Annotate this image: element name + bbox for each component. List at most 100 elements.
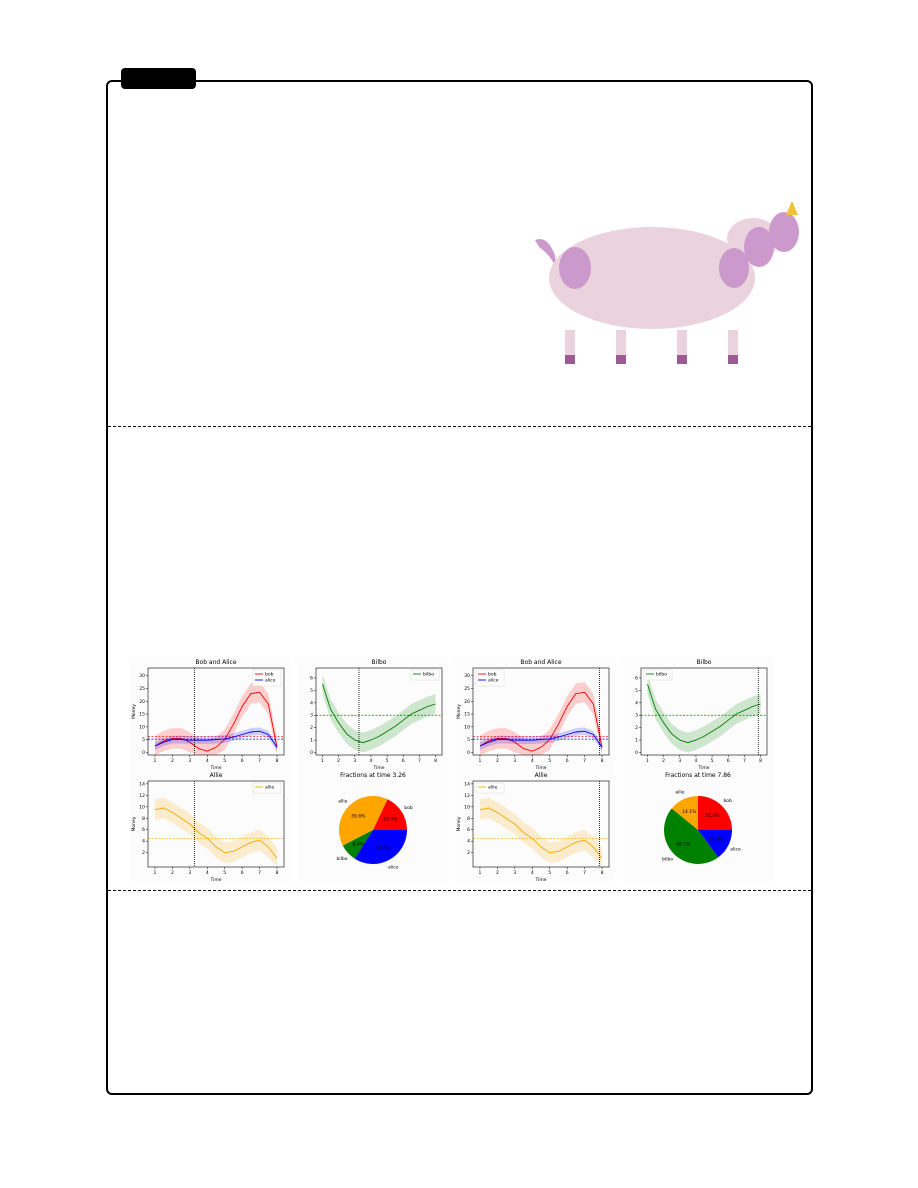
x-tick-label: 3 bbox=[513, 870, 516, 876]
y-tick-label: 5 bbox=[635, 688, 638, 694]
x-tick-label: 5 bbox=[548, 758, 551, 764]
pie-pct-alice: 14.8% bbox=[709, 837, 724, 843]
y-tick-label: 25 bbox=[464, 686, 470, 692]
series-line-alice bbox=[154, 730, 278, 748]
chart-title: Allie bbox=[535, 772, 548, 779]
x-tick-label: 2 bbox=[496, 758, 499, 764]
x-tick-label: 5 bbox=[711, 758, 714, 764]
x-tick-label: 4 bbox=[369, 758, 372, 764]
cow-spot bbox=[769, 212, 799, 252]
cow-leg bbox=[677, 330, 687, 355]
legend-box bbox=[475, 782, 505, 794]
y-tick-label: 10 bbox=[139, 804, 145, 810]
axes-frame bbox=[147, 667, 285, 756]
x-tick-label: 2 bbox=[171, 758, 174, 764]
legend-label-bob: bob bbox=[488, 672, 497, 678]
y-tick-label: 15 bbox=[464, 712, 470, 718]
x-tick-label: 5 bbox=[223, 870, 226, 876]
pie-pct-alice: 34.0% bbox=[376, 845, 391, 851]
x-tick-label: 6 bbox=[566, 758, 569, 764]
x-tick-label: 3 bbox=[188, 758, 191, 764]
x-tick-label: 8 bbox=[601, 758, 604, 764]
y-tick-label: 2 bbox=[142, 850, 145, 856]
x-tick-label: 1 bbox=[479, 870, 482, 876]
y-tick-label: 2 bbox=[310, 725, 313, 731]
section-divider-top bbox=[108, 426, 811, 427]
y-tick-label: 10 bbox=[139, 724, 145, 730]
cow-hoof bbox=[728, 355, 738, 364]
y-tick-label: 5 bbox=[310, 688, 313, 694]
page-frame bbox=[106, 80, 813, 1095]
cow-tail bbox=[535, 239, 557, 270]
series-line-allie bbox=[154, 807, 278, 859]
x-tick-label: 1 bbox=[154, 758, 157, 764]
x-tick-label: 2 bbox=[496, 870, 499, 876]
legend-label-bob: bob bbox=[265, 672, 274, 678]
chart-title: Bilbo bbox=[697, 659, 712, 666]
pie-slice-bob bbox=[373, 799, 407, 830]
legend-label-allie: allie bbox=[488, 785, 498, 791]
x-tick-label: 4 bbox=[531, 758, 534, 764]
pie-pct-bilbo: 46.1% bbox=[676, 842, 691, 848]
x-tick-label: 6 bbox=[241, 870, 244, 876]
cow-illustration bbox=[535, 201, 799, 364]
pie-slice-alice bbox=[354, 830, 407, 865]
cow-hoof bbox=[616, 355, 626, 364]
x-tick-label: 6 bbox=[727, 758, 730, 764]
x-tick-label: 8 bbox=[276, 758, 279, 764]
y-tick-label: 25 bbox=[139, 686, 145, 692]
axes-frame bbox=[472, 667, 610, 756]
y-tick-label: 12 bbox=[464, 793, 470, 799]
y-tick-label: 14 bbox=[464, 781, 470, 787]
y-axis-label: Money bbox=[456, 816, 462, 831]
y-tick-label: 0 bbox=[467, 750, 470, 756]
x-tick-label: 4 bbox=[206, 758, 209, 764]
x-tick-label: 5 bbox=[223, 758, 226, 764]
y-tick-label: 1 bbox=[635, 738, 638, 744]
axes-frame bbox=[147, 780, 285, 868]
x-tick-label: 5 bbox=[548, 870, 551, 876]
x-tick-label: 7 bbox=[418, 758, 421, 764]
pie-label-bilbo: bilbo bbox=[337, 856, 348, 862]
y-tick-label: 5 bbox=[467, 737, 470, 743]
cow-horn bbox=[786, 201, 798, 215]
pie-label-bob: bob bbox=[404, 805, 413, 811]
y-tick-label: 30 bbox=[464, 673, 470, 679]
series-line-allie bbox=[479, 807, 603, 859]
y-tick-label: 0 bbox=[635, 750, 638, 756]
legend-box bbox=[252, 782, 282, 794]
x-tick-label: 8 bbox=[759, 758, 762, 764]
pie-pct-allie: 14.1% bbox=[682, 809, 697, 815]
y-tick-label: 10 bbox=[464, 804, 470, 810]
chart-panel-3: Fractions at time 3.26 18.0% bob 39.6% allie… bbox=[298, 770, 448, 882]
x-tick-label: 3 bbox=[353, 758, 356, 764]
pie-label-allie: allie bbox=[338, 798, 348, 804]
series-line-bilbo bbox=[322, 684, 436, 744]
legend-box bbox=[410, 669, 440, 681]
y-tick-label: 15 bbox=[139, 712, 145, 718]
chart-panel-0: Bob and Alice 1 2 3 4 5 6 7 8 0 5 10 15 20 25 30 Time Mon… bbox=[130, 657, 290, 770]
y-tick-label: 12 bbox=[139, 793, 145, 799]
pie-slice-alice bbox=[698, 830, 732, 858]
y-axis-label: Money bbox=[131, 704, 137, 719]
pie-slice-bilbo bbox=[342, 830, 373, 859]
y-tick-label: 6 bbox=[142, 827, 145, 833]
y-tick-label: 4 bbox=[310, 700, 313, 706]
chart-title: Fractions at time 3.26 bbox=[340, 772, 406, 779]
chart-panel-1: Bilbo 1 2 3 4 5 6 7 8 0 1 2 3 4 5 6 Time bilbo bbox=[298, 657, 448, 770]
pie-pct-bob: 18.0% bbox=[383, 817, 398, 823]
y-tick-label: 4 bbox=[467, 839, 470, 845]
pie-label-alice: alice bbox=[388, 864, 399, 870]
cow-leg bbox=[616, 330, 626, 355]
series-line-alice bbox=[479, 730, 603, 748]
x-axis-label: Time bbox=[697, 765, 709, 770]
x-tick-label: 2 bbox=[171, 870, 174, 876]
chart-panel-7: Fractions at time 7.86 25.0% bob 14.1% allie… bbox=[623, 770, 773, 882]
chart-panel-4: Bob and Alice 1 2 3 4 5 6 7 8 0 5 10 15 20 25 30 Time Mon… bbox=[455, 657, 615, 770]
y-tick-label: 6 bbox=[310, 675, 313, 681]
y-tick-label: 4 bbox=[635, 700, 638, 706]
y-tick-label: 30 bbox=[139, 673, 145, 679]
x-tick-label: 7 bbox=[258, 758, 261, 764]
chart-title: Bob and Alice bbox=[520, 659, 561, 666]
series-band-bilbo bbox=[647, 674, 761, 753]
